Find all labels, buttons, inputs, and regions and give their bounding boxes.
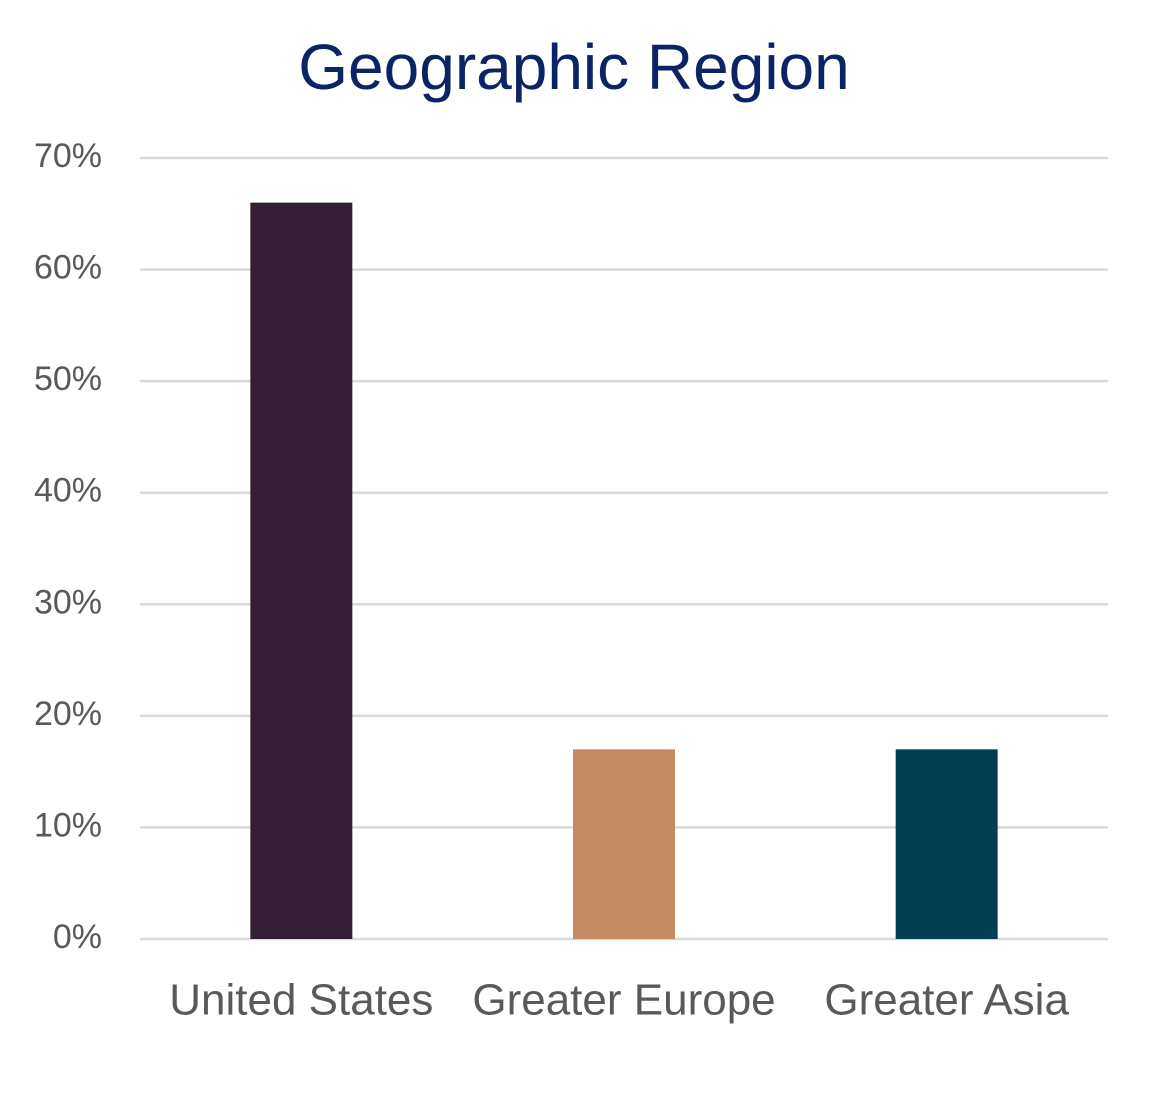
y-tick-label: 20% [34, 695, 102, 733]
x-tick-label: United States [169, 976, 433, 1025]
y-tick-label: 60% [34, 249, 102, 287]
x-tick-label: Greater Asia [824, 976, 1069, 1025]
bar [250, 202, 353, 940]
chart-title: Geographic Region [298, 31, 849, 103]
y-tick-label: 40% [34, 472, 102, 510]
y-tick-label: 0% [53, 918, 102, 956]
y-tick-label: 10% [34, 806, 102, 844]
y-tick-label: 50% [34, 360, 102, 398]
y-tick-label: 30% [34, 583, 102, 621]
bar [895, 749, 998, 939]
y-tick-label: 70% [34, 137, 102, 175]
x-tick-label: Greater Europe [472, 976, 775, 1025]
bar [573, 749, 675, 939]
